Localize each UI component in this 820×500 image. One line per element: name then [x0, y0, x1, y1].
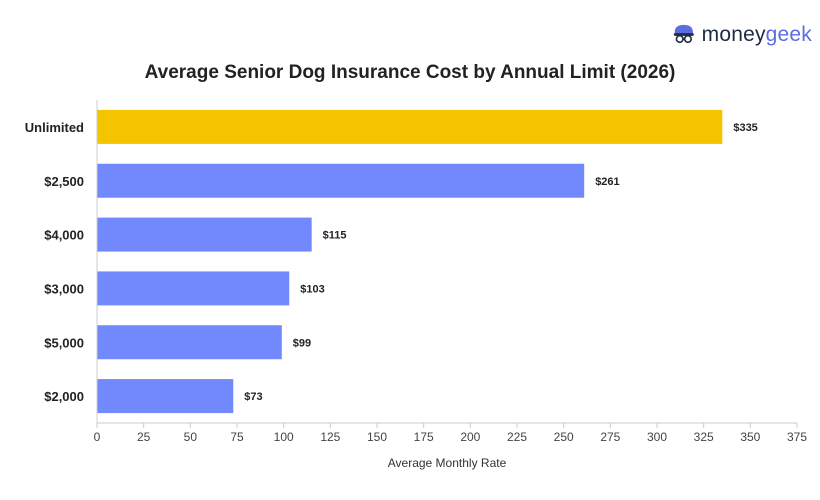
- x-tick-label: 100: [274, 430, 294, 444]
- x-tick-label: 25: [137, 430, 151, 444]
- x-tick-label: 175: [414, 430, 434, 444]
- x-tick-label: 200: [460, 430, 480, 444]
- bar-value-label: $335: [733, 122, 757, 134]
- category-label: $3,000: [44, 281, 84, 296]
- bar-value-label: $99: [293, 337, 311, 349]
- brand-logo: moneygeek: [672, 19, 812, 49]
- x-tick-label: 50: [184, 430, 198, 444]
- bar-value-label: $73: [244, 391, 262, 403]
- x-axis-label: Average Monthly Rate: [388, 456, 507, 470]
- x-tick-label: 325: [694, 430, 714, 444]
- category-label: $4,000: [44, 228, 84, 243]
- bar-value-label: $261: [595, 176, 619, 188]
- brand-name-part1: money: [701, 22, 766, 46]
- category-label: $2,000: [44, 389, 84, 404]
- x-tick-label: 150: [367, 430, 387, 444]
- x-tick-label: 275: [600, 430, 620, 444]
- brand-name-part2: geek: [765, 22, 812, 46]
- x-tick-label: 300: [647, 430, 667, 444]
- bar-5: [97, 379, 234, 414]
- x-tick-label: 75: [230, 430, 244, 444]
- x-tick-label: 0: [94, 430, 101, 444]
- x-tick-label: 375: [787, 430, 807, 444]
- category-label: $2,500: [44, 174, 84, 189]
- bar-2: [97, 217, 312, 252]
- x-axis: 0 25 50 75 100 125 150 175 200 225 250 275 300 325 350…: [94, 422, 807, 444]
- x-tick-label: 350: [740, 430, 760, 444]
- bar-1: [97, 163, 585, 198]
- brand-name: moneygeek: [702, 24, 812, 45]
- bar-value-label: $103: [300, 283, 324, 295]
- bar-0: [97, 109, 723, 144]
- bar-value-label: $115: [323, 230, 347, 242]
- moneygeek-mascot-icon: [673, 24, 694, 44]
- bar-3: [97, 271, 290, 306]
- x-tick-label: 125: [320, 430, 340, 444]
- y-axis: Unlimited $2,500 $4,000 $3,000 $5,000 $2,000: [25, 100, 98, 423]
- x-tick-label: 250: [554, 430, 574, 444]
- chart-title: Average Senior Dog Insurance Cost by Ann…: [144, 62, 676, 83]
- category-label: Unlimited: [25, 120, 84, 135]
- category-label: $5,000: [44, 335, 84, 350]
- x-tick-label: 225: [507, 430, 527, 444]
- bars-group: $335 $261 $115 $103 $99 $73: [97, 109, 758, 414]
- bar-4: [97, 325, 282, 360]
